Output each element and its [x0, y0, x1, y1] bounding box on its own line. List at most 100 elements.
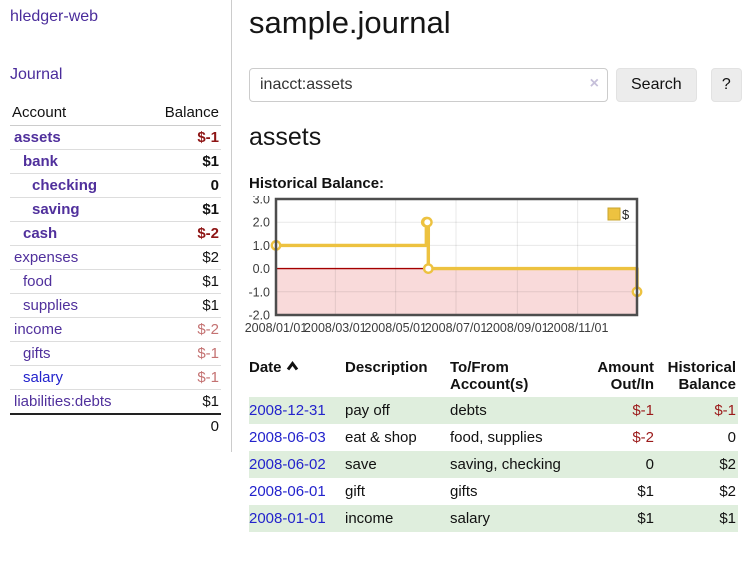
svg-text:2008/01/01: 2008/01/01	[245, 321, 308, 335]
register-header-row: Date Description To/From Account(s) Amou…	[249, 357, 738, 397]
transaction-row: 2008-06-03 eat & shop food, supplies $-2 0	[249, 424, 738, 451]
historical-balance-chart[interactable]: $3.0 2.0 1.0 0.0 -1.0 -2.0 2008/01/01 2008/03/0…	[239, 193, 643, 338]
account-link-saving[interactable]: saving	[32, 201, 80, 218]
account-link-cash[interactable]: cash	[23, 225, 58, 242]
svg-text:2008/05/01: 2008/05/01	[364, 321, 427, 335]
register-col-balance-line1: Historical	[667, 359, 736, 376]
chart-title: Historical Balance:	[249, 175, 385, 192]
search-field-wrap: ×	[249, 68, 608, 102]
account-balance: $-2	[145, 317, 221, 342]
register-col-date[interactable]: Date	[249, 357, 345, 397]
register-col-description: Description	[345, 359, 428, 376]
transaction-balance: $1	[719, 510, 736, 527]
clear-search-icon[interactable]: ×	[589, 75, 599, 92]
account-link-supplies[interactable]: supplies	[23, 297, 79, 314]
transaction-amount: $1	[637, 483, 654, 500]
svg-text:2008/09/01: 2008/09/01	[486, 321, 549, 335]
account-row: expenses $2	[10, 245, 221, 270]
help-button[interactable]: ?	[710, 68, 742, 102]
svg-text:-1.0: -1.0	[248, 285, 270, 299]
transaction-row: 2008-01-01 income salary $1 $1	[249, 505, 738, 532]
svg-text:2008/11/01: 2008/11/01	[547, 321, 609, 335]
account-row: checking 0	[10, 173, 221, 198]
transaction-description: pay off	[345, 402, 390, 419]
search-button[interactable]: Search	[616, 68, 697, 102]
account-link-food[interactable]: food	[23, 273, 53, 290]
account-link-gifts[interactable]: gifts	[23, 345, 51, 362]
account-balance: $1	[145, 149, 221, 174]
register-col-balance-line2: Balance	[678, 376, 736, 393]
accounts-header-row: Account Balance	[10, 101, 221, 126]
transaction-accounts: saving, checking	[450, 456, 561, 473]
account-heading: assets	[249, 123, 322, 151]
transaction-amount: 0	[645, 456, 654, 473]
transaction-balance: $-1	[714, 402, 736, 419]
transaction-accounts: food, supplies	[450, 429, 543, 446]
account-balance: $-1	[145, 365, 221, 390]
account-link-expenses[interactable]: expenses	[14, 249, 79, 266]
transaction-accounts: gifts	[450, 483, 478, 500]
nav-journal-link[interactable]: Journal	[10, 66, 63, 83]
transaction-row: 2008-12-31 pay off debts $-1 $-1	[249, 397, 738, 424]
account-link-salary[interactable]: salary	[23, 369, 64, 386]
transaction-amount: $1	[637, 510, 654, 527]
transaction-date-link[interactable]: 2008-06-01	[249, 483, 326, 500]
account-link-liabilities-debts[interactable]: liabilities:debts	[14, 393, 112, 410]
transaction-amount: $-2	[632, 429, 654, 446]
account-balance: $1	[145, 389, 221, 414]
account-balance: $-1	[145, 341, 221, 366]
register-col-accounts: To/From Account(s)	[450, 357, 578, 397]
accounts-total-row: 0	[10, 413, 221, 438]
transaction-date-link[interactable]: 2008-01-01	[249, 510, 326, 527]
brand-link[interactable]: hledger-web	[10, 8, 99, 25]
svg-text:1.0: 1.0	[253, 239, 270, 253]
svg-text:2008/07/01: 2008/07/01	[425, 321, 488, 335]
transaction-accounts: debts	[450, 402, 487, 419]
register-col-amount: Amount Out/In	[578, 357, 656, 397]
brand: hledger-web	[10, 8, 221, 26]
main-content: sample.journal × Search ? assets Histori…	[245, 0, 742, 532]
account-balance: $2	[145, 245, 221, 270]
account-row: liabilities:debts $1	[10, 389, 221, 414]
transaction-amount: $-1	[632, 402, 654, 419]
svg-text:2008/03/01: 2008/03/01	[304, 321, 367, 335]
accounts-col-account: Account	[10, 101, 146, 126]
transaction-date-link[interactable]: 2008-12-31	[249, 402, 326, 419]
account-balance: 0	[145, 173, 221, 198]
account-row: saving $1	[10, 197, 221, 222]
transaction-balance: 0	[727, 429, 736, 446]
account-row: bank $1	[10, 149, 221, 174]
register-col-accounts-line1: To/From	[450, 359, 509, 376]
transaction-row: 2008-06-01 gift gifts $1 $2	[249, 478, 738, 505]
page-title: sample.journal	[249, 5, 451, 40]
transaction-description: income	[345, 510, 394, 527]
account-link-checking[interactable]: checking	[32, 177, 98, 194]
transaction-description: gift	[345, 483, 366, 500]
register-col-amount-line2: Out/In	[610, 376, 654, 393]
search-input[interactable]	[249, 68, 608, 102]
register-col-balance: Historical Balance	[656, 357, 738, 397]
account-row: salary $-1	[10, 365, 221, 390]
svg-text:2.0: 2.0	[253, 216, 270, 230]
register-table: Date Description To/From Account(s) Amou…	[249, 357, 738, 532]
svg-text:0.0: 0.0	[253, 262, 270, 276]
transaction-date-link[interactable]: 2008-06-03	[249, 429, 326, 446]
accounts-total-spacer	[10, 413, 146, 438]
account-row: gifts $-1	[10, 341, 221, 366]
account-link-income[interactable]: income	[14, 321, 63, 338]
svg-text:3.0: 3.0	[253, 196, 270, 207]
svg-text:-2.0: -2.0	[248, 309, 270, 323]
account-link-bank[interactable]: bank	[23, 153, 59, 170]
transaction-balance: $2	[719, 456, 736, 473]
transaction-description: save	[345, 456, 377, 473]
account-row: food $1	[10, 269, 221, 294]
account-balance: $-2	[145, 221, 221, 246]
accounts-total-value: 0	[145, 413, 221, 438]
transaction-row: 2008-06-02 save saving, checking 0 $2	[249, 451, 738, 478]
chevron-up-icon	[286, 359, 299, 376]
transaction-date-link[interactable]: 2008-06-02	[249, 456, 326, 473]
accounts-col-balance: Balance	[145, 101, 221, 126]
account-link-assets[interactable]: assets	[14, 129, 61, 146]
transaction-accounts: salary	[450, 510, 491, 527]
